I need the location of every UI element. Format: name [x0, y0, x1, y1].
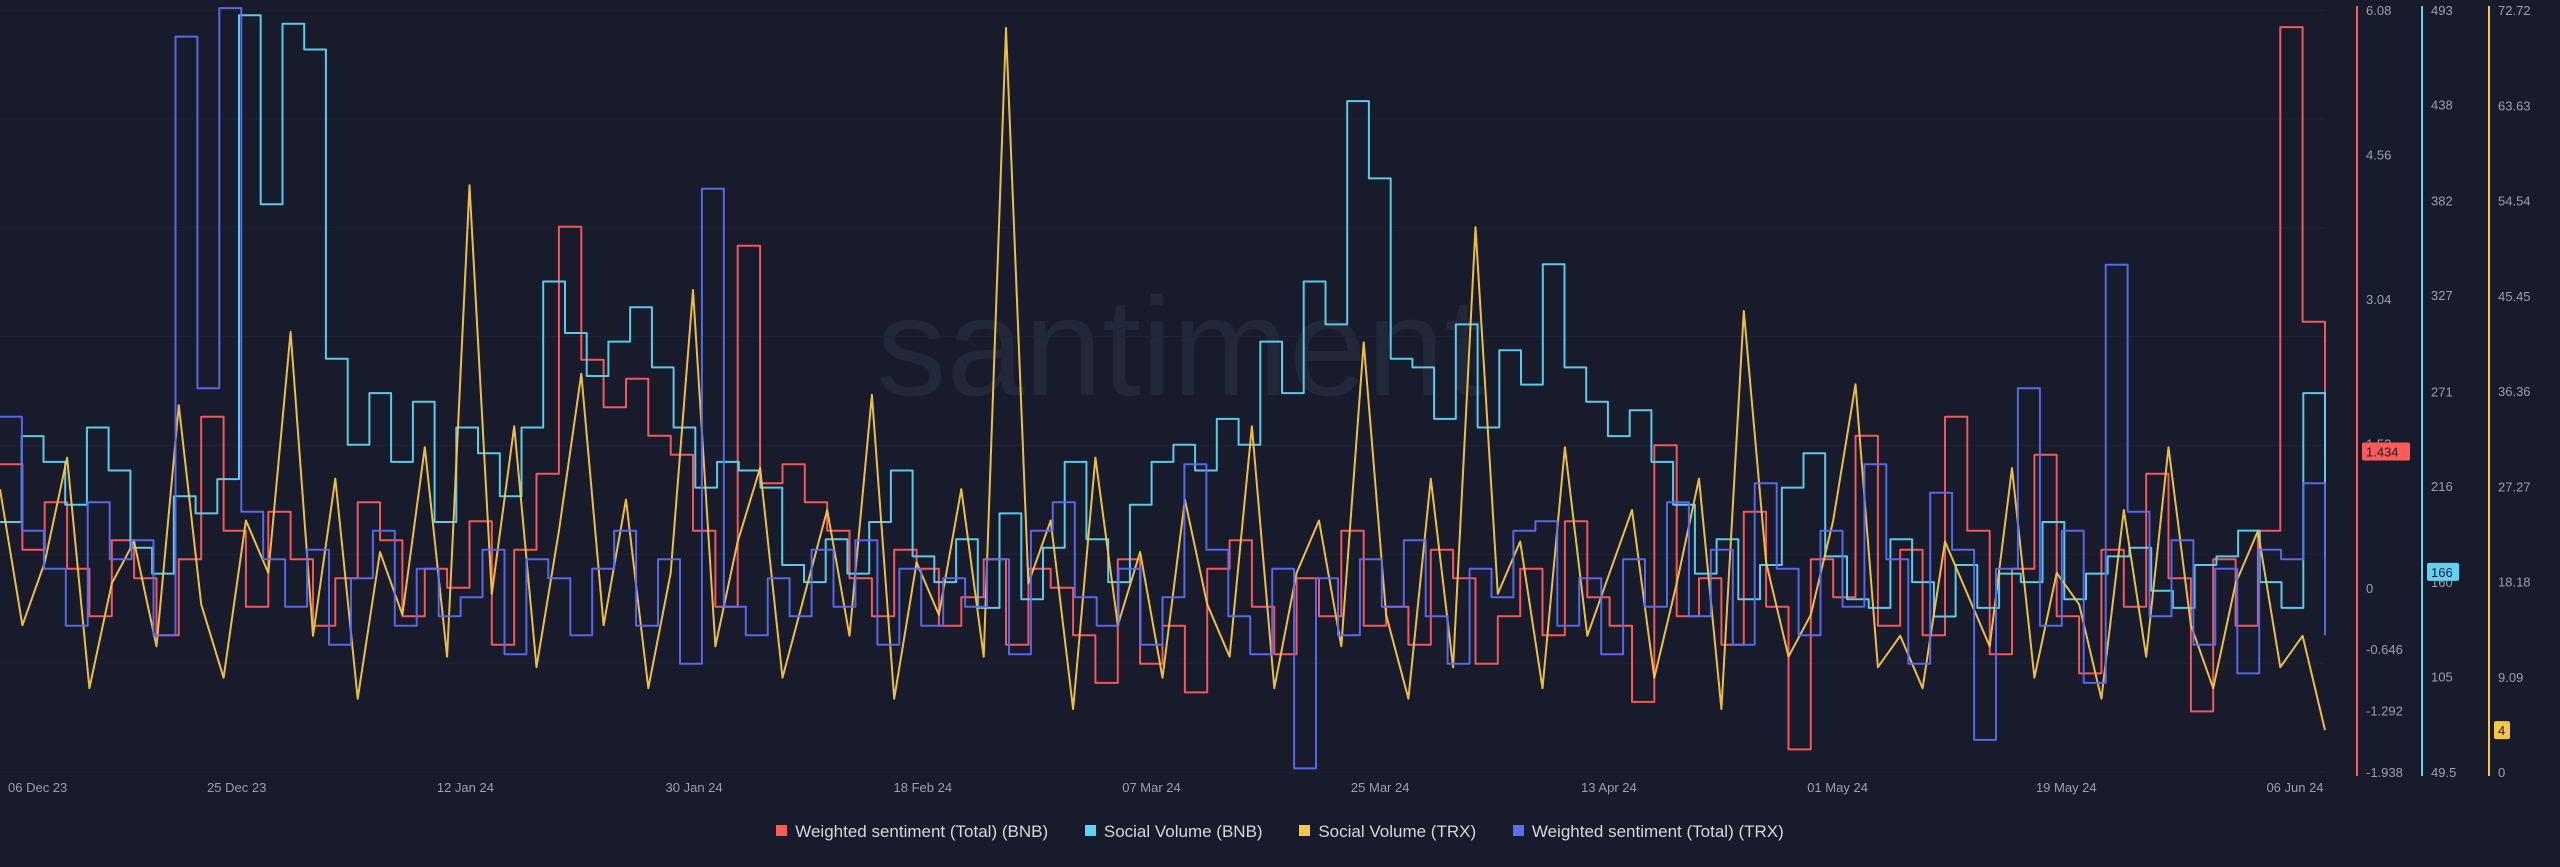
x-tick-label: 18 Feb 24	[894, 780, 953, 795]
value-badge-label: 1.434	[2366, 445, 2399, 460]
y-tick-label: 0	[2498, 765, 2505, 780]
y-tick-label: 36.36	[2498, 384, 2531, 399]
legend: Weighted sentiment (Total) (BNB) Social …	[0, 822, 2560, 842]
y-tick-label: -1.938	[2366, 765, 2403, 780]
legend-item-social-volume-bnb[interactable]: Social Volume (BNB)	[1085, 822, 1263, 842]
y-tick-label: 438	[2431, 97, 2453, 112]
legend-label: Social Volume (BNB)	[1104, 822, 1263, 841]
y-tick-label: 63.63	[2498, 98, 2531, 113]
value-badge-label: 4	[2498, 723, 2505, 738]
y-tick-label: 45.45	[2498, 289, 2531, 304]
x-tick-label: 06 Dec 23	[8, 780, 67, 795]
value-badge-label: 166	[2431, 565, 2453, 580]
legend-label: Weighted sentiment (Total) (TRX)	[1532, 822, 1784, 841]
y-tick-label: -0.646	[2366, 642, 2403, 657]
legend-item-sentiment-trx[interactable]: Weighted sentiment (Total) (TRX)	[1513, 822, 1784, 842]
x-tick-label: 19 May 24	[2036, 780, 2097, 795]
y-tick-label: 9.09	[2498, 670, 2523, 685]
y-tick-label: -1.292	[2366, 704, 2403, 719]
y-tick-label: 105	[2431, 670, 2453, 685]
y-tick-label: 54.54	[2498, 194, 2531, 209]
x-tick-label: 06 Jun 24	[2266, 780, 2323, 795]
y-tick-label: 18.18	[2498, 575, 2531, 590]
x-axis: 06 Dec 23 25 Dec 23 12 Jan 24 30 Jan 24 18 F…	[8, 780, 2324, 795]
legend-swatch	[776, 825, 787, 836]
y-axes: 6.084.563.041.520-0.646-1.292-1.9381.434…	[2357, 3, 2531, 780]
legend-label: Social Volume (TRX)	[1318, 822, 1476, 841]
y-tick-label: 72.72	[2498, 3, 2531, 18]
x-tick-label: 12 Jan 24	[437, 780, 494, 795]
x-tick-label: 01 May 24	[1807, 780, 1868, 795]
y-tick-label: 3.04	[2366, 292, 2391, 307]
y-tick-label: 49.5	[2431, 765, 2456, 780]
legend-swatch	[1299, 825, 1310, 836]
x-tick-label: 30 Jan 24	[666, 780, 723, 795]
legend-item-sentiment-bnb[interactable]: Weighted sentiment (Total) (BNB)	[776, 822, 1048, 842]
x-tick-label: 07 Mar 24	[1122, 780, 1181, 795]
y-tick-label: 327	[2431, 288, 2453, 303]
y-tick-label: 0	[2366, 581, 2373, 596]
santiment-watermark: santiment	[877, 268, 1484, 425]
y-tick-label: 4.56	[2366, 147, 2391, 162]
y-tick-label: 382	[2431, 194, 2453, 209]
legend-item-social-volume-trx[interactable]: Social Volume (TRX)	[1299, 822, 1476, 842]
x-tick-label: 25 Mar 24	[1351, 780, 1410, 795]
y-tick-label: 27.27	[2498, 479, 2531, 494]
legend-swatch	[1085, 825, 1096, 836]
chart-canvas: santiment 06 Dec 23 25 Dec 23 12 Jan 24 30 …	[0, 0, 2560, 867]
y-tick-label: 493	[2431, 3, 2453, 18]
y-tick-label: 216	[2431, 479, 2453, 494]
y-tick-label: 6.08	[2366, 3, 2391, 18]
legend-swatch	[1513, 825, 1524, 836]
x-tick-label: 13 Apr 24	[1581, 780, 1637, 795]
y-tick-label: 271	[2431, 384, 2453, 399]
x-tick-label: 25 Dec 23	[207, 780, 266, 795]
legend-label: Weighted sentiment (Total) (BNB)	[795, 822, 1048, 841]
